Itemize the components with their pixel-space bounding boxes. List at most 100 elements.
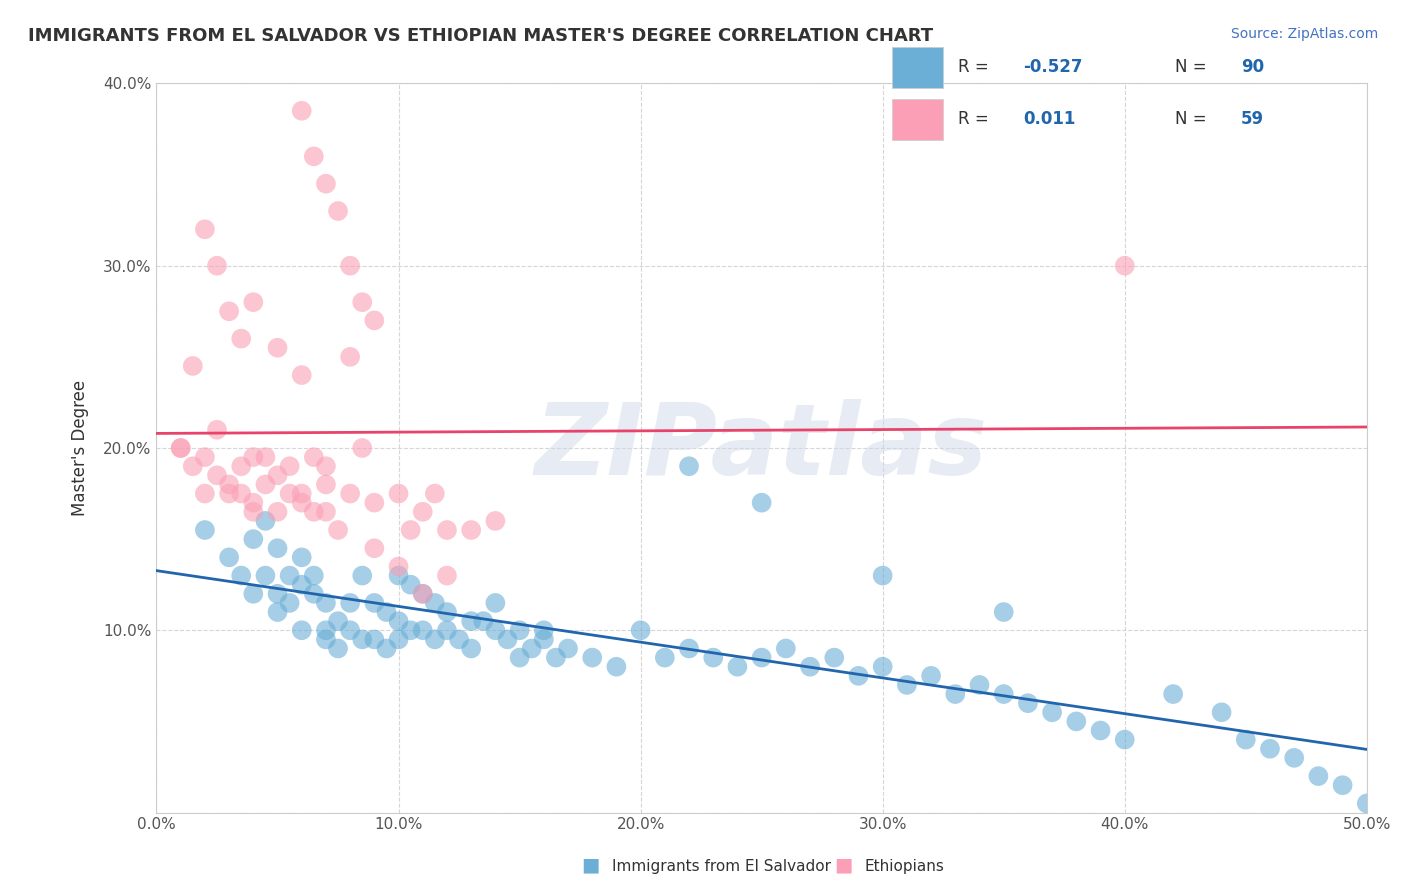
- Point: [231, 568, 253, 582]
- Point: [315, 596, 337, 610]
- Point: [363, 632, 385, 647]
- Point: [375, 641, 398, 656]
- Point: [581, 650, 603, 665]
- Point: [326, 523, 349, 537]
- Point: [326, 614, 349, 628]
- Point: [326, 204, 349, 219]
- Point: [702, 650, 724, 665]
- Point: [205, 423, 228, 437]
- Point: [423, 632, 446, 647]
- Point: [363, 541, 385, 556]
- Point: [1040, 706, 1063, 720]
- Point: [436, 605, 458, 619]
- Point: [254, 477, 277, 491]
- Point: [678, 641, 700, 656]
- Point: [1211, 706, 1233, 720]
- Point: [1066, 714, 1088, 729]
- Point: [242, 505, 264, 519]
- Point: [291, 496, 314, 510]
- Y-axis label: Master's Degree: Master's Degree: [72, 380, 89, 516]
- Point: [315, 505, 337, 519]
- Text: N =: N =: [1175, 111, 1212, 128]
- Point: [799, 659, 821, 673]
- Point: [872, 568, 894, 582]
- Point: [218, 304, 240, 318]
- Point: [352, 568, 374, 582]
- Text: R =: R =: [957, 58, 994, 76]
- Point: [278, 486, 301, 500]
- Point: [533, 624, 555, 638]
- Point: [509, 650, 531, 665]
- Point: [363, 313, 385, 327]
- Text: ■: ■: [581, 855, 600, 874]
- Point: [848, 669, 870, 683]
- Text: 59: 59: [1241, 111, 1264, 128]
- Point: [509, 624, 531, 638]
- Point: [302, 505, 325, 519]
- Text: -0.527: -0.527: [1024, 58, 1083, 76]
- Point: [266, 541, 288, 556]
- Point: [242, 450, 264, 464]
- Point: [1355, 797, 1378, 811]
- Point: [654, 650, 676, 665]
- Point: [1282, 751, 1305, 765]
- Text: 90: 90: [1241, 58, 1264, 76]
- Point: [993, 605, 1015, 619]
- Point: [302, 149, 325, 163]
- Point: [326, 641, 349, 656]
- Text: Ethiopians: Ethiopians: [865, 859, 945, 874]
- Point: [315, 624, 337, 638]
- Point: [218, 477, 240, 491]
- Point: [920, 669, 942, 683]
- Point: [205, 259, 228, 273]
- Point: [363, 596, 385, 610]
- Point: [302, 587, 325, 601]
- Point: [1017, 696, 1039, 710]
- Point: [352, 441, 374, 455]
- Point: [352, 632, 374, 647]
- Point: [1331, 778, 1354, 792]
- Point: [254, 514, 277, 528]
- Point: [231, 459, 253, 474]
- Point: [630, 624, 652, 638]
- Point: [823, 650, 845, 665]
- Point: [533, 632, 555, 647]
- Point: [315, 477, 337, 491]
- Point: [605, 659, 627, 673]
- Point: [242, 532, 264, 546]
- Point: [484, 514, 506, 528]
- Point: [751, 496, 773, 510]
- Point: [1090, 723, 1112, 738]
- Point: [544, 650, 567, 665]
- Point: [436, 624, 458, 638]
- Point: [363, 496, 385, 510]
- Point: [266, 341, 288, 355]
- Point: [205, 468, 228, 483]
- Point: [339, 486, 361, 500]
- Point: [1258, 741, 1281, 756]
- Point: [412, 587, 434, 601]
- Point: [218, 550, 240, 565]
- Point: [387, 486, 409, 500]
- Point: [520, 641, 543, 656]
- Point: [943, 687, 966, 701]
- Point: [472, 614, 495, 628]
- Point: [315, 459, 337, 474]
- Point: [266, 505, 288, 519]
- Point: [484, 596, 506, 610]
- Point: [436, 568, 458, 582]
- Text: R =: R =: [957, 111, 994, 128]
- Point: [557, 641, 579, 656]
- Point: [1114, 259, 1136, 273]
- Point: [484, 624, 506, 638]
- Point: [1308, 769, 1330, 783]
- Point: [242, 587, 264, 601]
- Point: [291, 368, 314, 382]
- Point: [194, 222, 217, 236]
- Point: [387, 614, 409, 628]
- Point: [231, 486, 253, 500]
- Point: [242, 295, 264, 310]
- Point: [315, 177, 337, 191]
- Point: [412, 587, 434, 601]
- Text: IMMIGRANTS FROM EL SALVADOR VS ETHIOPIAN MASTER'S DEGREE CORRELATION CHART: IMMIGRANTS FROM EL SALVADOR VS ETHIOPIAN…: [28, 27, 934, 45]
